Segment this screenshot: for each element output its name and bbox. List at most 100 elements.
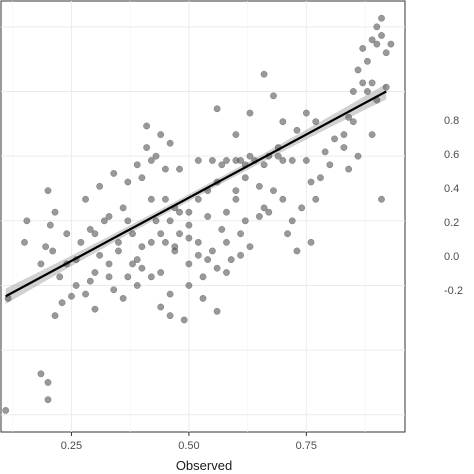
data-point: [91, 269, 99, 276]
data-point: [147, 238, 155, 246]
data-point: [279, 118, 287, 126]
data-point: [124, 178, 132, 186]
data-point: [124, 217, 132, 225]
data-point: [378, 195, 385, 203]
data-point: [176, 165, 183, 173]
data-point: [143, 122, 151, 130]
data-point: [237, 251, 245, 259]
data-point: [133, 256, 141, 264]
data-point: [96, 182, 104, 190]
data-point: [218, 161, 226, 169]
data-point: [378, 32, 385, 39]
data-point: [302, 109, 310, 117]
data-point: [44, 187, 52, 195]
right-y-tick-label: -0.2: [444, 285, 463, 297]
data-point: [44, 396, 52, 404]
data-point: [363, 88, 371, 95]
data-point: [176, 230, 183, 238]
data-point: [368, 131, 376, 139]
data-point: [349, 118, 357, 126]
right-y-tick-label: 0.4: [444, 183, 459, 195]
data-point: [147, 195, 155, 203]
data-point: [246, 152, 254, 160]
data-point: [279, 195, 287, 203]
data-point: [82, 290, 90, 298]
data-point: [260, 161, 268, 169]
data-point: [359, 44, 367, 52]
regression-line: [5, 90, 387, 298]
data-point: [359, 79, 367, 87]
data-point: [51, 208, 59, 216]
data-point: [241, 174, 249, 182]
data-point: [42, 243, 50, 251]
data-point: [161, 195, 169, 203]
data-points: [2, 14, 395, 414]
data-point: [152, 217, 160, 225]
data-point: [138, 243, 146, 251]
data-point: [326, 161, 334, 169]
data-point: [368, 79, 376, 87]
data-point: [82, 195, 90, 203]
x-axis-title: Observed: [176, 458, 232, 473]
data-point: [194, 238, 202, 246]
data-point: [279, 157, 287, 164]
data-point: [223, 269, 230, 276]
data-point: [218, 225, 226, 233]
data-point: [129, 260, 136, 268]
data-point: [185, 282, 193, 289]
data-point: [180, 316, 188, 324]
data-point: [119, 294, 127, 302]
data-point: [307, 178, 315, 186]
data-point: [382, 83, 390, 91]
data-point: [302, 157, 310, 164]
data-point: [37, 260, 45, 268]
right-y-tick-label: 0.2: [444, 217, 459, 229]
data-point: [157, 131, 165, 139]
data-point: [204, 256, 212, 264]
data-point: [340, 144, 348, 151]
data-point: [166, 290, 174, 298]
data-point: [138, 264, 146, 272]
x-tick-label: 0.75: [296, 440, 317, 452]
data-point: [77, 238, 85, 246]
data-point: [171, 243, 179, 251]
data-point: [114, 238, 122, 246]
data-point: [213, 105, 221, 113]
data-point: [373, 40, 381, 48]
data-point: [119, 204, 127, 212]
data-point: [265, 208, 273, 216]
data-point: [161, 165, 169, 173]
data-point: [23, 217, 31, 225]
right-y-tick-label: 0.0: [444, 251, 459, 263]
data-point: [387, 40, 395, 48]
data-point: [185, 208, 193, 216]
data-point: [185, 221, 193, 229]
data-point: [293, 247, 301, 255]
data-point: [349, 88, 357, 95]
x-tick-label: 0.25: [61, 440, 82, 452]
data-point: [110, 286, 118, 294]
data-point: [354, 152, 362, 160]
data-point: [213, 307, 221, 315]
data-point: [260, 204, 268, 212]
data-point: [185, 234, 193, 242]
data-point: [143, 144, 151, 151]
data-point: [147, 157, 155, 164]
data-point: [307, 238, 315, 246]
data-point: [312, 118, 320, 126]
data-point: [340, 131, 348, 139]
data-point: [157, 230, 165, 238]
data-point: [133, 282, 141, 289]
data-point: [232, 187, 240, 195]
data-point: [105, 273, 113, 281]
data-point: [176, 208, 183, 216]
data-point: [194, 157, 202, 164]
data-point: [56, 273, 64, 281]
data-point: [51, 312, 59, 320]
data-point: [124, 273, 132, 281]
data-point: [58, 299, 66, 307]
data-point: [91, 230, 99, 238]
right-panel-y-axis: 0.8 0.6 0.4 0.2 0.0 -0.2: [444, 115, 463, 297]
data-point: [293, 126, 301, 134]
